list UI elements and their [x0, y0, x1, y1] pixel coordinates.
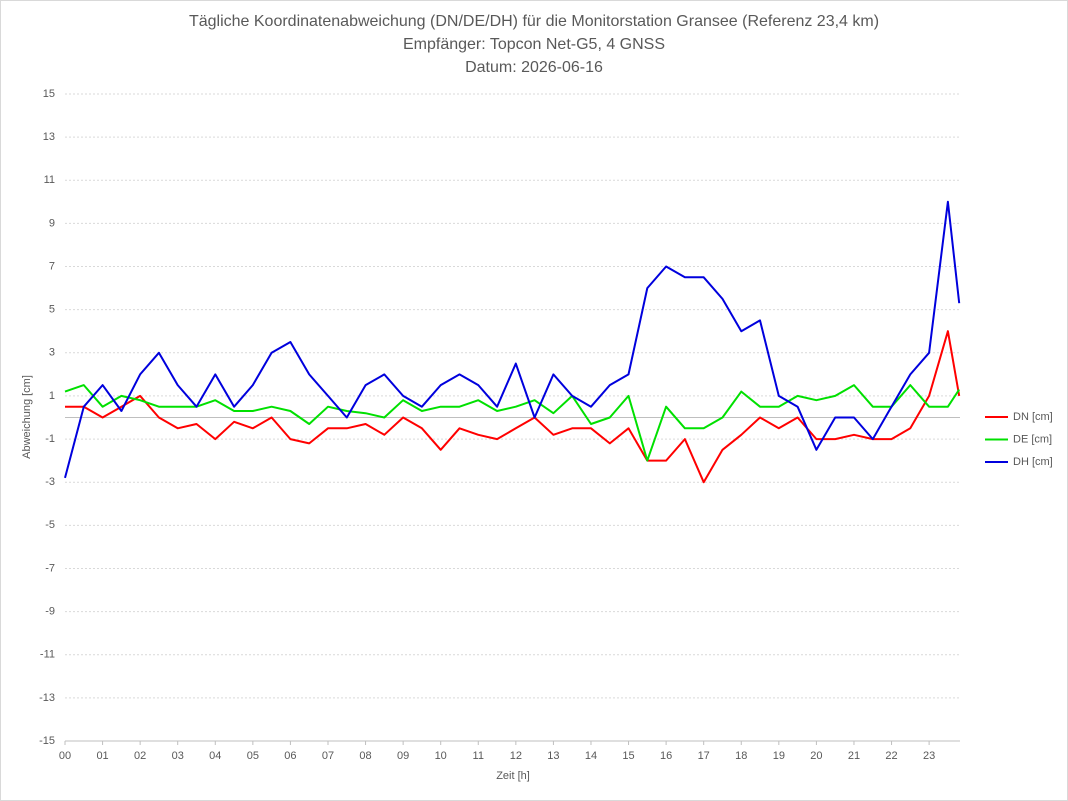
- x-tick-label: 10: [435, 750, 447, 762]
- legend-label: DE [cm]: [1013, 433, 1052, 445]
- y-tick-label: 13: [43, 131, 55, 143]
- x-tick-label: 03: [172, 750, 184, 762]
- y-tick-label: 9: [49, 217, 55, 229]
- chart-subtitle: Empfänger: Topcon Net-G5, 4 GNSS: [403, 36, 665, 53]
- y-tick-label: 11: [44, 174, 55, 186]
- y-tick-label: -3: [45, 476, 55, 488]
- chart-title: Tägliche Koordinatenabweichung (DN/DE/DH…: [189, 13, 879, 30]
- x-tick-label: 21: [848, 750, 860, 762]
- y-tick-label: -9: [45, 606, 55, 618]
- legend-label: DN [cm]: [1013, 411, 1053, 423]
- x-tick-label: 11: [473, 750, 484, 762]
- x-tick-label: 16: [660, 750, 672, 762]
- x-tick-label: 05: [247, 750, 259, 762]
- y-tick-label: 3: [49, 347, 55, 359]
- y-tick-label: 15: [43, 88, 55, 100]
- x-tick-label: 00: [59, 750, 71, 762]
- x-tick-label: 09: [397, 750, 409, 762]
- x-tick-label: 07: [322, 750, 334, 762]
- legend-label: DH [cm]: [1013, 456, 1053, 468]
- x-tick-label: 18: [735, 750, 747, 762]
- x-tick-label: 17: [698, 750, 710, 762]
- y-axis-label: Abweichung [cm]: [21, 375, 33, 459]
- x-tick-label: 19: [773, 750, 785, 762]
- x-tick-label: 06: [284, 750, 296, 762]
- y-tick-label: -15: [39, 735, 55, 747]
- y-tick-label: -5: [45, 519, 55, 531]
- x-tick-label: 20: [810, 750, 822, 762]
- series-line: [65, 330, 961, 484]
- x-tick-label: 08: [359, 750, 371, 762]
- chart-subtitle: Datum: 2026-06-16: [465, 59, 603, 76]
- x-tick-label: 23: [923, 750, 935, 762]
- x-axis-label: Zeit [h]: [496, 770, 530, 782]
- x-tick-label: 22: [885, 750, 897, 762]
- y-tick-label: -7: [45, 562, 55, 574]
- x-tick-label: 12: [510, 750, 522, 762]
- series-line: [64, 384, 961, 462]
- y-tick-label: -1: [45, 433, 55, 445]
- series-line: [64, 200, 961, 479]
- y-tick-label: -13: [39, 692, 55, 704]
- x-tick-label: 14: [585, 750, 597, 762]
- x-tick-label: 04: [209, 750, 221, 762]
- y-tick-label: 5: [49, 304, 55, 316]
- y-tick-label: -11: [40, 649, 55, 661]
- y-tick-label: 7: [49, 260, 55, 272]
- x-tick-label: 01: [96, 750, 108, 762]
- y-tick-label: 1: [49, 390, 55, 402]
- x-tick-label: 02: [134, 750, 146, 762]
- x-tick-label: 13: [547, 750, 559, 762]
- x-tick-label: 15: [622, 750, 634, 762]
